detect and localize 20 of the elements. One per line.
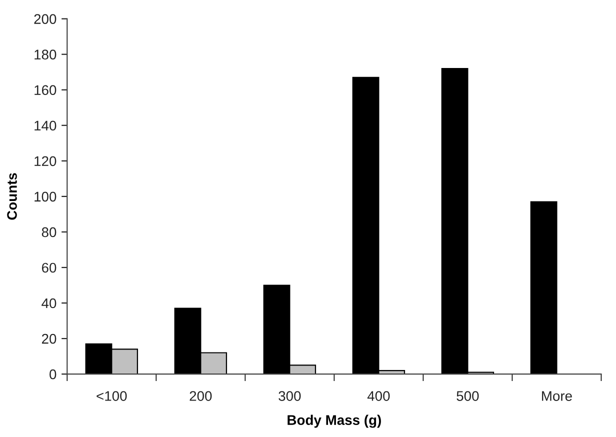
x-axis-title: Body Mass (g) xyxy=(288,414,381,428)
x-tick-label: 500 xyxy=(456,391,479,401)
bar xyxy=(530,201,558,374)
y-tick-label: 160 xyxy=(34,85,56,96)
y-tick-label: 140 xyxy=(34,120,56,131)
y-tick-label: 180 xyxy=(34,50,56,60)
y-tick-label: 120 xyxy=(34,156,56,166)
y-tick-label: 20 xyxy=(42,334,56,344)
y-tick-label: 40 xyxy=(42,298,56,308)
y-tick-label: 80 xyxy=(42,227,56,238)
y-tick-label: 0 xyxy=(50,369,56,380)
y-tick-label: 60 xyxy=(42,262,56,273)
y-axis-title: Counts xyxy=(7,173,17,220)
y-tick-label: 200 xyxy=(34,14,56,24)
x-tick-label: 200 xyxy=(190,391,212,401)
x-tick-label: <100 xyxy=(96,391,127,401)
x-tick-label: 400 xyxy=(367,391,390,401)
y-tick-label: 100 xyxy=(34,192,56,202)
x-tick-label: 300 xyxy=(278,391,301,401)
x-tick-label: More xyxy=(542,391,572,401)
